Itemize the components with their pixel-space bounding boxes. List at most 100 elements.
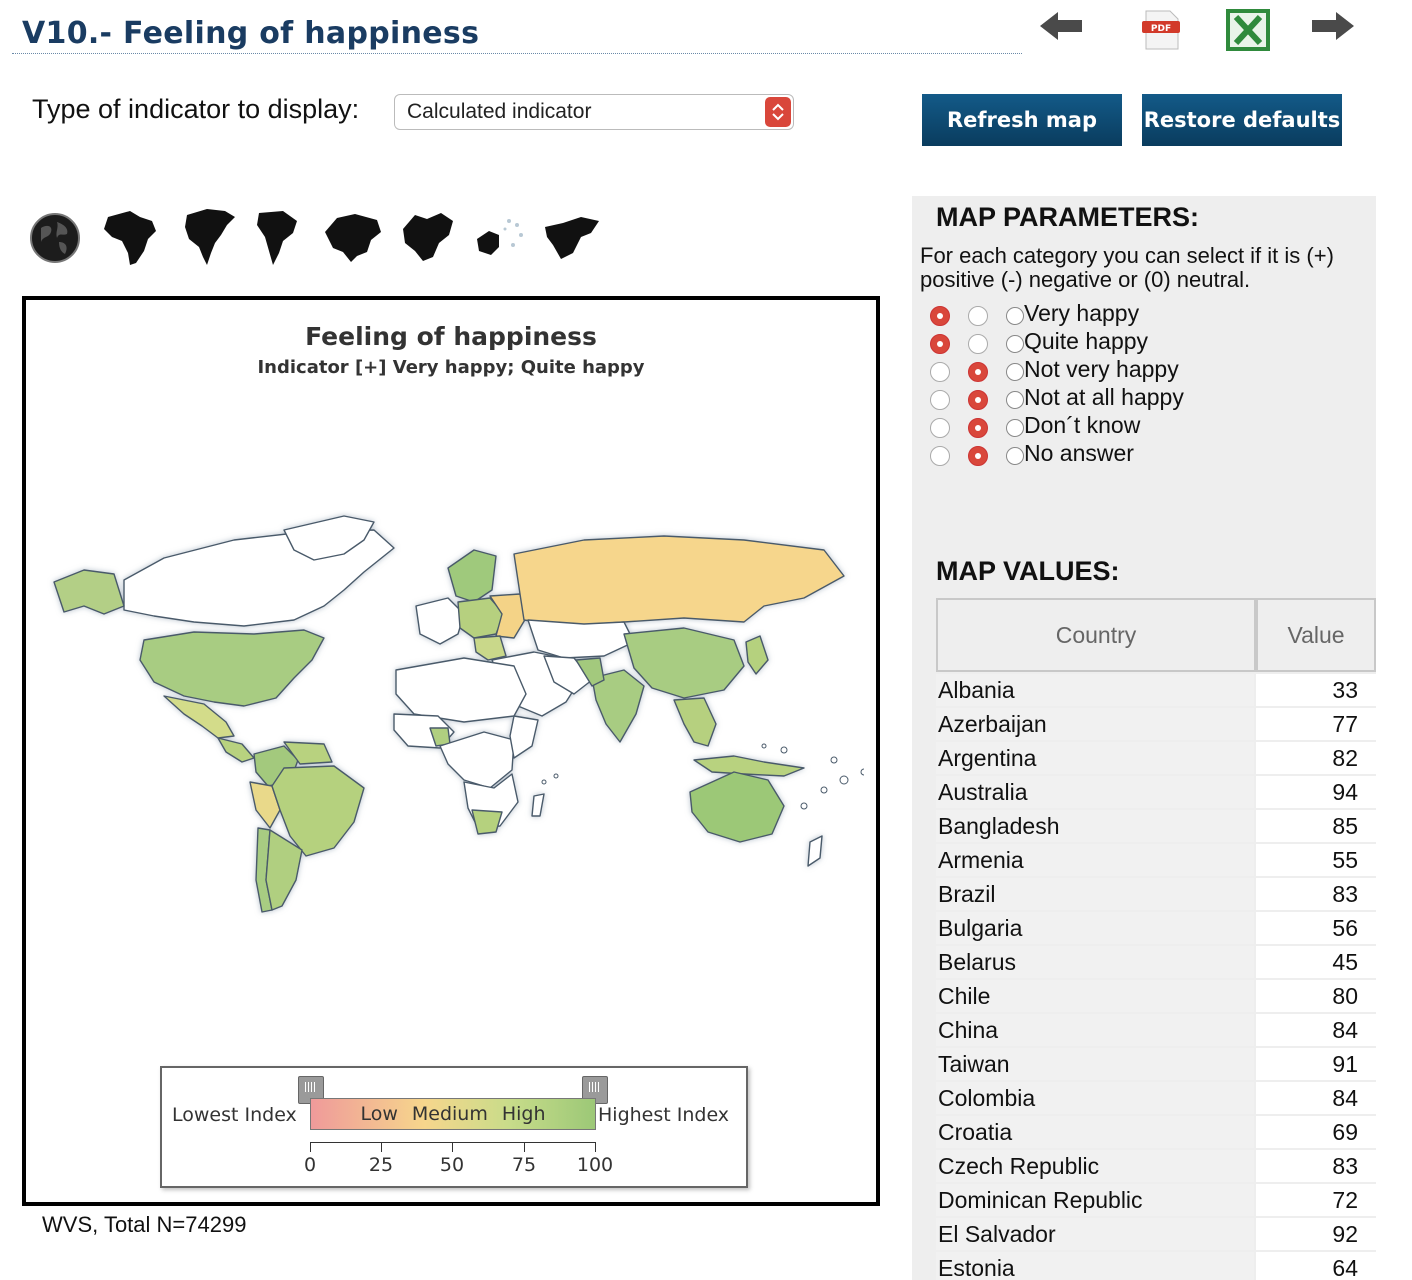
positive-radio[interactable] xyxy=(930,362,950,382)
neutral-radio[interactable] xyxy=(1006,391,1024,409)
table-row[interactable]: Taiwan 91 xyxy=(936,1048,1376,1082)
country-australia xyxy=(689,771,785,843)
south-america-region-icon[interactable] xyxy=(252,206,302,270)
table-row[interactable]: Czech Republic 83 xyxy=(936,1150,1376,1184)
value-cell: 85 xyxy=(1256,810,1376,842)
indicator-type-value: Calculated indicator xyxy=(407,100,592,123)
parameter-row: Not at all happy xyxy=(920,384,1360,412)
map-parameters-description: For each category you can select if it i… xyxy=(920,243,1334,292)
indicator-type-label: Type of indicator to display: xyxy=(32,94,360,124)
legend-tick xyxy=(310,1142,311,1152)
positive-radio[interactable] xyxy=(930,446,950,466)
oceania-region-icon[interactable] xyxy=(468,206,530,270)
table-row[interactable]: Chile 80 xyxy=(936,980,1376,1014)
neutral-radio[interactable] xyxy=(1006,447,1024,465)
parameter-row: No answer xyxy=(920,440,1360,468)
region-indonesia xyxy=(693,755,805,777)
parameter-label: Don´t know xyxy=(1024,412,1141,438)
middle-east-region-icon[interactable] xyxy=(540,206,604,270)
negative-radio[interactable] xyxy=(968,362,988,382)
africa-region-icon[interactable] xyxy=(98,206,162,270)
value-cell: 82 xyxy=(1256,742,1376,774)
table-row[interactable]: Estonia 64 xyxy=(936,1252,1376,1280)
parameter-label: Not very happy xyxy=(1024,356,1179,382)
value-cell: 94 xyxy=(1256,776,1376,808)
north-america-region-icon[interactable] xyxy=(180,206,240,270)
table-row[interactable]: El Salvador 92 xyxy=(936,1218,1376,1252)
table-body: Albania 33 Azerbaijan 77 Argentina 82 Australi… xyxy=(936,674,1376,1280)
country-venezuela xyxy=(283,741,333,765)
negative-radio[interactable] xyxy=(968,334,988,354)
restore-defaults-button[interactable]: Restore defaults xyxy=(1142,94,1342,146)
region-east-africa xyxy=(509,715,539,759)
legend-tick xyxy=(524,1142,525,1152)
side-panel: MAP PARAMETERS: For each category you ca… xyxy=(912,196,1376,1280)
table-row[interactable]: Armenia 55 xyxy=(936,844,1376,878)
table-row[interactable]: Croatia 69 xyxy=(936,1116,1376,1150)
neutral-radio[interactable] xyxy=(1006,419,1024,437)
parameter-row: Very happy xyxy=(920,300,1360,328)
neutral-radio[interactable] xyxy=(1006,335,1024,353)
map-title: Feeling of happiness xyxy=(305,322,597,351)
positive-radio[interactable] xyxy=(930,418,950,438)
region-southeast-asia xyxy=(673,697,717,747)
value-cell: 45 xyxy=(1256,946,1376,978)
neutral-radio[interactable] xyxy=(1006,363,1024,381)
country-new-zealand xyxy=(807,835,823,867)
parameter-label: Not at all happy xyxy=(1024,384,1184,410)
positive-radio[interactable] xyxy=(930,306,950,326)
arrow-left-icon[interactable] xyxy=(1034,6,1088,46)
svg-text:PDF: PDF xyxy=(1151,24,1171,34)
country-alaska xyxy=(53,569,125,615)
table-row[interactable]: Argentina 82 xyxy=(936,742,1376,776)
country-greenland xyxy=(283,515,375,561)
table-row[interactable]: Australia 94 xyxy=(936,776,1376,810)
positive-radio[interactable] xyxy=(930,390,950,410)
table-row[interactable]: Azerbaijan 77 xyxy=(936,708,1376,742)
arrow-right-icon[interactable] xyxy=(1306,6,1360,46)
column-header-value[interactable]: Value xyxy=(1256,598,1376,672)
positive-radio[interactable] xyxy=(930,334,950,354)
legend-high-label: High xyxy=(501,1103,546,1125)
negative-radio[interactable] xyxy=(968,446,988,466)
value-cell: 77 xyxy=(1256,708,1376,740)
pdf-icon[interactable]: PDF xyxy=(1136,6,1186,52)
country-cell: Colombia xyxy=(936,1082,1254,1114)
europe-region-icon[interactable] xyxy=(396,206,458,270)
table-row[interactable]: Brazil 83 xyxy=(936,878,1376,912)
legend-color-scale: Low Medium High xyxy=(310,1098,596,1130)
country-cell: El Salvador xyxy=(936,1218,1254,1250)
negative-radio[interactable] xyxy=(968,418,988,438)
table-row[interactable]: Belarus 45 xyxy=(936,946,1376,980)
negative-radio[interactable] xyxy=(968,390,988,410)
world-globe-icon[interactable] xyxy=(28,206,82,270)
indicator-type-select[interactable]: Calculated indicator xyxy=(394,94,794,130)
legend-lowest-label: Lowest Index xyxy=(172,1104,297,1126)
legend-axis xyxy=(310,1142,596,1152)
map-parameters-heading: MAP PARAMETERS: xyxy=(936,202,1200,232)
table-row[interactable]: Bangladesh 85 xyxy=(936,810,1376,844)
excel-icon[interactable] xyxy=(1222,6,1274,54)
table-row[interactable]: Dominican Republic 72 xyxy=(936,1184,1376,1218)
parameter-row: Not very happy xyxy=(920,356,1360,384)
column-header-country[interactable]: Country xyxy=(936,598,1256,672)
map-panel: Feeling of happiness Indicator [+] Very … xyxy=(22,296,880,1206)
refresh-map-button[interactable]: Refresh map xyxy=(922,94,1122,146)
neutral-radio[interactable] xyxy=(1006,307,1024,325)
country-korea-japan xyxy=(745,635,769,675)
value-cell: 64 xyxy=(1256,1252,1376,1280)
country-madagascar xyxy=(531,793,545,817)
value-cell: 80 xyxy=(1256,980,1376,1012)
country-cell: China xyxy=(936,1014,1254,1046)
table-row[interactable]: Bulgaria 56 xyxy=(936,912,1376,946)
region-central-asia xyxy=(527,619,635,659)
value-cell: 72 xyxy=(1256,1184,1376,1216)
table-row[interactable]: Albania 33 xyxy=(936,674,1376,708)
value-cell: 91 xyxy=(1256,1048,1376,1080)
table-row[interactable]: China 84 xyxy=(936,1014,1376,1048)
table-row[interactable]: Colombia 84 xyxy=(936,1082,1376,1116)
country-china xyxy=(623,627,745,699)
negative-radio[interactable] xyxy=(968,306,988,326)
world-map[interactable] xyxy=(44,510,864,920)
asia-region-icon[interactable] xyxy=(320,206,384,270)
